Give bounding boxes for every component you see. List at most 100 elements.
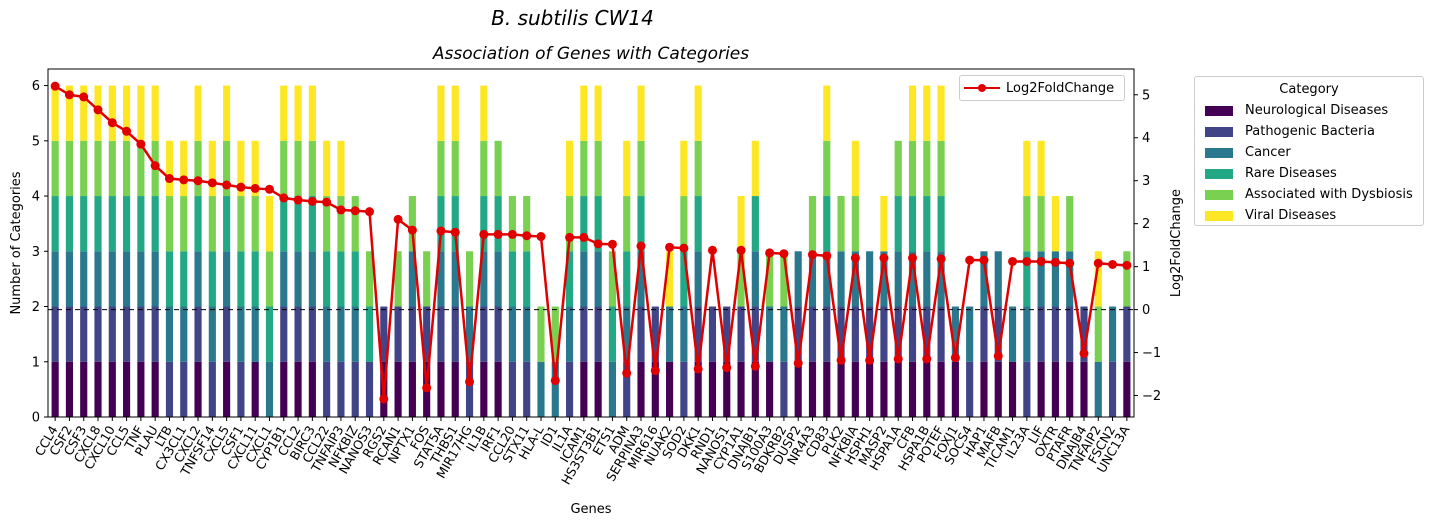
- bar-segment: [223, 306, 231, 362]
- bar-segment: [323, 196, 331, 252]
- bar-segment: [480, 196, 488, 252]
- bar-segment: [980, 251, 988, 307]
- bar-segment: [65, 306, 74, 362]
- bar-segment: [523, 361, 531, 417]
- bar-segment: [251, 306, 259, 362]
- bar-segment: [1008, 306, 1017, 362]
- bar-segment: [208, 140, 216, 197]
- log2foldchange-point: [522, 231, 532, 241]
- bar-segment: [1051, 196, 1059, 252]
- bar-segment: [280, 196, 288, 252]
- bar-segment: [108, 85, 116, 141]
- log2foldchange-point: [479, 229, 489, 239]
- log2foldchange-point: [650, 366, 660, 376]
- bar-segment: [766, 306, 774, 362]
- log2foldchange-point: [1108, 259, 1118, 269]
- bar-segment: [623, 251, 631, 307]
- bar-segment: [823, 251, 831, 307]
- bar-segment: [308, 196, 316, 252]
- bar-segment: [494, 306, 502, 362]
- bar-segment: [1094, 306, 1102, 362]
- bar-segment: [880, 306, 888, 362]
- bar-segment: [737, 306, 745, 362]
- bar-segment: [137, 196, 145, 252]
- bar-segment: [866, 361, 874, 417]
- bar-segment: [680, 361, 688, 417]
- y-tick-label: 6: [32, 79, 40, 94]
- log2foldchange-point: [979, 255, 989, 265]
- bar-segment: [94, 196, 102, 252]
- y2-tick-label: 0: [1142, 303, 1150, 318]
- bar-segment: [280, 140, 288, 197]
- bar-segment: [808, 251, 817, 307]
- bar-segment: [780, 306, 788, 362]
- bar-segment: [1066, 361, 1074, 417]
- bar-segment: [1080, 306, 1088, 362]
- log2foldchange-point: [550, 375, 560, 385]
- bar-segment: [465, 306, 474, 362]
- bar-segment: [294, 306, 302, 362]
- log2foldchange-point: [150, 161, 160, 171]
- legend-item-cancer: Cancer: [1195, 142, 1423, 163]
- bar-segment: [680, 251, 688, 307]
- bar-segment: [237, 196, 245, 252]
- log2foldchange-point: [450, 227, 460, 237]
- log2foldchange-point: [793, 358, 803, 368]
- bar-segment: [365, 306, 374, 362]
- log2foldchange-point: [79, 92, 89, 102]
- bar-segment: [223, 251, 231, 307]
- bar-segment: [1037, 140, 1045, 197]
- bar-segment: [694, 140, 702, 197]
- bar-segment: [937, 251, 945, 307]
- bar-segment: [437, 361, 445, 417]
- bar-segment: [1066, 306, 1074, 362]
- bar-segment: [308, 361, 316, 417]
- y-tick-label: 5: [32, 134, 40, 149]
- legend-item-pathogenic: Pathogenic Bacteria: [1195, 121, 1423, 142]
- log2foldchange-point: [908, 253, 918, 263]
- log2foldchange-point: [365, 207, 375, 217]
- log2foldchange-point: [622, 368, 632, 378]
- bar-segment: [394, 361, 402, 417]
- y2-tick-label: 4: [1142, 131, 1150, 146]
- bar-segment: [937, 85, 945, 141]
- log2foldchange-point: [1122, 260, 1132, 270]
- log2foldchange-point: [707, 245, 717, 255]
- log2foldchange-point: [679, 243, 689, 253]
- log2foldchange-point: [607, 239, 617, 249]
- log2foldchange-point: [393, 214, 403, 224]
- bar-segment: [1023, 251, 1031, 307]
- log2foldchange-point: [379, 394, 389, 404]
- bar-segment: [880, 196, 888, 252]
- y2-tick-label: −2: [1142, 389, 1161, 404]
- log2foldchange-point: [922, 354, 932, 364]
- bar-segment: [823, 306, 831, 362]
- bar-segment: [223, 361, 231, 417]
- bar-segment: [51, 196, 59, 252]
- bar-segment: [894, 306, 902, 362]
- bar-segment: [123, 196, 131, 252]
- bar-segment: [565, 361, 574, 417]
- bar-segment: [308, 251, 316, 307]
- x-axis-label: Genes: [570, 502, 611, 517]
- bar-segment: [637, 196, 645, 252]
- bar-segment: [994, 361, 1002, 417]
- log2foldchange-point: [222, 180, 232, 190]
- bar-segment: [265, 251, 274, 307]
- bar-segment: [423, 306, 431, 362]
- bar-segment: [666, 306, 674, 362]
- log2foldchange-point: [779, 249, 789, 259]
- bar-segment: [165, 251, 174, 307]
- legend-item-viral: Viral Diseases: [1195, 205, 1423, 226]
- log2foldchange-point: [1093, 258, 1103, 268]
- bar-segment: [108, 140, 116, 197]
- bar-segment: [1008, 361, 1017, 417]
- bar-segment: [1023, 196, 1031, 252]
- log2foldchange-point: [1065, 258, 1075, 268]
- bar-segment: [51, 140, 59, 197]
- bar-segment: [80, 361, 88, 417]
- bar-segment: [451, 306, 459, 362]
- bar-segment: [180, 251, 188, 307]
- bar-segment: [451, 85, 459, 141]
- bar-segment: [251, 361, 259, 417]
